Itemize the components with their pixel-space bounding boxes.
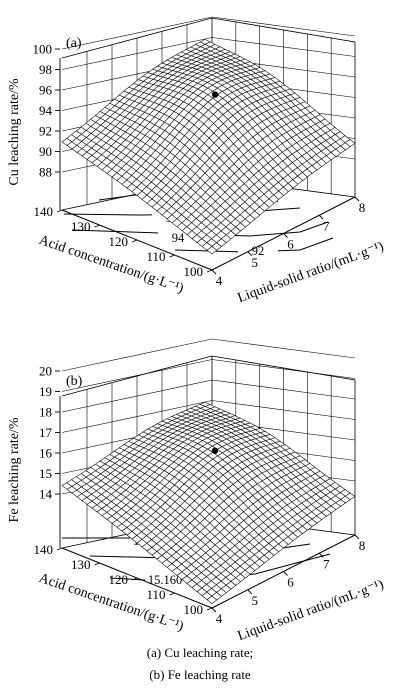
y-ticks: 4 5 6 7 8 — [211, 196, 366, 288]
z-tick-label: 92 — [39, 124, 52, 139]
y-ticks: 4 5 6 7 8 — [211, 534, 366, 626]
y-tick-mark — [211, 269, 217, 275]
z-tick-label: 16 — [39, 446, 53, 461]
surface-mesh — [61, 39, 356, 255]
back-grid-line — [61, 400, 213, 433]
back-grid-line — [61, 359, 213, 392]
x-tick-label: 110 — [146, 249, 165, 264]
x-tick-label: 140 — [34, 204, 54, 219]
z-tick-label: 100 — [33, 42, 53, 57]
contour-label: 15.160 — [148, 573, 182, 587]
z-ticks: 88 90 92 94 96 98 100 — [33, 42, 61, 210]
back-grid-line — [61, 338, 213, 372]
y-tick-label: 7 — [323, 218, 330, 233]
z-tick-label: 18 — [39, 405, 52, 420]
contour-label: 92 — [252, 244, 265, 258]
contour-label: 94 — [172, 231, 185, 245]
z-tick-label: 90 — [39, 144, 52, 159]
panel-a-cu: 88 90 92 94 96 98 100 Cu leaching rate/% (a) 98 96… — [7, 16, 386, 306]
x-ticks: 100 110 120 130 140 — [34, 542, 213, 617]
x-tick-mark — [94, 562, 100, 566]
surface-mesh — [61, 402, 356, 604]
z-tick-label: 98 — [39, 62, 52, 77]
x-tick-mark — [94, 224, 100, 228]
y-tick-label: 8 — [359, 538, 366, 553]
surface-cell — [61, 482, 73, 490]
z-tick-label: 96 — [39, 83, 53, 98]
z-axis-title: Cu leaching rate/% — [7, 78, 22, 186]
x-ticks: 100 110 120 130 140 — [34, 204, 213, 279]
y-tick-mark — [283, 571, 288, 576]
x-tick-mark — [206, 269, 213, 273]
y-tick-mark — [354, 196, 360, 202]
back-grid-line — [211, 379, 356, 400]
back-grid-line — [61, 379, 213, 413]
optimum-point — [211, 447, 219, 454]
x-tick-label: 130 — [71, 219, 91, 234]
contour-line — [71, 221, 329, 237]
y-tick-mark — [318, 552, 324, 558]
contour-label-bg — [145, 572, 185, 587]
y-tick-mark — [283, 233, 288, 238]
z-axis-title: Fe leaching rate/% — [7, 417, 22, 522]
z-ticks: 14 15 16 17 18 19 20 — [39, 364, 61, 548]
z-tick-label: 19 — [39, 384, 52, 399]
y-tick-mark — [247, 589, 253, 595]
z-tick-label: 17 — [39, 425, 53, 440]
panel-label: (b) — [66, 374, 83, 389]
z-tick-label: 14 — [39, 487, 53, 502]
y-tick-label: 6 — [287, 237, 294, 252]
x-tick-label: 100 — [184, 264, 204, 279]
x-tick-mark — [56, 209, 63, 213]
x-tick-label: 140 — [34, 542, 54, 557]
y-tick-mark — [354, 534, 360, 540]
caption-a: (a) Cu leaching rate; — [146, 645, 254, 660]
back-grid-line — [61, 16, 213, 50]
back-grid-line — [211, 338, 356, 359]
y-tick-label: 5 — [252, 255, 259, 270]
back-grid-line — [61, 37, 213, 70]
surface-cell — [61, 138, 73, 146]
x-tick-label: 130 — [71, 557, 91, 572]
z-tick-label: 20 — [39, 364, 52, 379]
contour-label-bg — [238, 243, 278, 258]
optimum-point — [211, 91, 219, 98]
back-grid-line — [211, 359, 356, 379]
y-tick-mark — [211, 607, 217, 613]
y-tick-mark — [247, 251, 253, 257]
y-tick-label: 7 — [323, 556, 330, 571]
z-tick-label: 88 — [39, 165, 52, 180]
back-grid-line — [211, 37, 356, 57]
z-tick-label: 94 — [39, 103, 53, 118]
y-axis-title: Liquid-solid ratio/(mL·g⁻¹) — [236, 577, 386, 644]
y-tick-label: 4 — [216, 273, 223, 288]
x-tick-mark — [169, 254, 175, 258]
y-tick-label: 4 — [216, 611, 223, 626]
x-tick-mark — [56, 547, 63, 551]
y-tick-label: 6 — [287, 575, 294, 590]
panel-label: (a) — [66, 36, 82, 51]
x-tick-label: 120 — [109, 234, 129, 249]
caption-b: (b) Fe leaching rate — [149, 667, 251, 682]
back-grid-line — [211, 16, 356, 37]
x-tick-mark — [169, 592, 175, 596]
z-tick-label: 15 — [39, 466, 52, 481]
x-tick-mark — [206, 607, 213, 611]
x-tick-label: 100 — [184, 602, 204, 617]
back-grid-line — [211, 400, 356, 420]
x-tick-label: 120 — [109, 572, 129, 587]
y-tick-label: 5 — [252, 593, 259, 608]
y-tick-mark — [318, 214, 324, 220]
y-tick-label: 8 — [359, 200, 366, 215]
x-tick-label: 110 — [146, 587, 165, 602]
x-tick-mark — [131, 239, 138, 243]
x-tick-mark — [131, 577, 138, 581]
